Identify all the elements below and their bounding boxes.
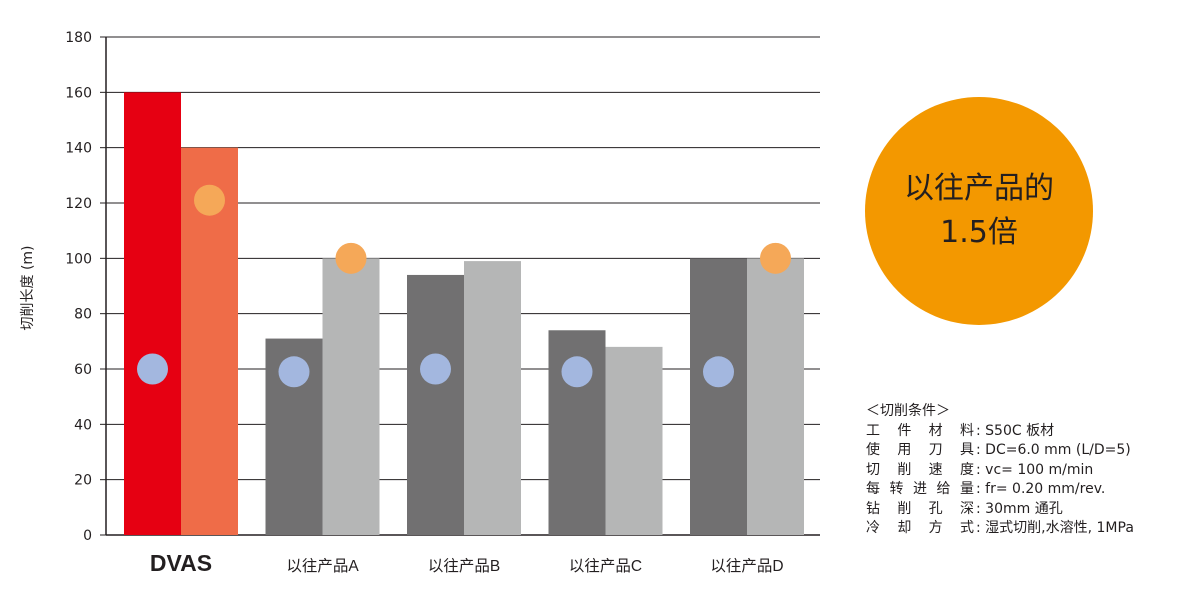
y-tick-label: 0 (83, 528, 92, 544)
y-tick-label: 80 (74, 307, 92, 323)
condition-row: 冷却方式: 湿式切削,水溶性, 1MPa (866, 519, 1134, 539)
condition-row: 每转进给量: fr= 0.20 mm/rev. (866, 480, 1134, 500)
condition-label: 切削速度 (866, 461, 974, 478)
condition-row: 钻削孔深: 30mm 通孔 (866, 500, 1134, 520)
y-tick-label: 40 (74, 417, 92, 433)
bar (747, 258, 804, 535)
marker-dot (137, 353, 168, 385)
condition-row: 使用刀具: DC=6.0 mm (L/D=5) (866, 441, 1134, 461)
bar (322, 258, 380, 535)
y-tick-label: 60 (74, 362, 92, 378)
condition-value: : 30mm 通孔 (976, 500, 1063, 517)
condition-value: : S50C 板材 (976, 422, 1055, 439)
conditions-title: ＜切削条件＞ (866, 403, 950, 419)
y-axis-label: 切削长度 (m) (20, 245, 36, 330)
condition-label: 工件材料 (866, 422, 974, 439)
y-tick-label: 120 (65, 196, 92, 212)
badge-line-2: 1.5倍 (940, 215, 1018, 250)
condition-label: 每转进给量 (866, 481, 974, 497)
condition-label: 冷却方式 (866, 520, 974, 536)
condition-value: : 湿式切削,水溶性, 1MPa (976, 520, 1134, 536)
condition-label: 使用刀具 (866, 442, 974, 458)
bar (464, 261, 521, 535)
condition-row: 切削速度: vc= 100 m/min (866, 461, 1134, 481)
x-category-label: 以往产品B (428, 557, 500, 575)
y-tick-label: 160 (65, 85, 92, 101)
marker-dot (760, 242, 791, 274)
condition-row: 工件材料: S50C 板材 (866, 422, 1134, 442)
bar (690, 258, 747, 535)
marker-dot (278, 356, 310, 388)
marker-dot (561, 356, 593, 388)
x-category-label: 以往产品C (569, 557, 642, 575)
badge-line-1: 以往产品的 (904, 171, 1054, 206)
bar (605, 346, 663, 535)
condition-label: 钻削孔深 (866, 500, 974, 517)
x-category-label: DVAS (150, 550, 212, 576)
y-tick-label: 140 (65, 141, 92, 157)
bar (407, 274, 464, 535)
marker-dot (420, 353, 451, 385)
comparison-badge: 以往产品的 1.5倍 (865, 97, 1093, 325)
x-category-label: 以往产品A (286, 557, 359, 575)
y-tick-label: 180 (65, 30, 92, 46)
y-tick-label: 100 (65, 251, 92, 267)
cutting-conditions: ＜切削条件＞ 工件材料: S50C 板材使用刀具: DC=6.0 mm (L/D… (866, 402, 1134, 539)
marker-dot (335, 242, 367, 274)
bar (124, 92, 181, 535)
condition-value: : vc= 100 m/min (976, 461, 1094, 478)
y-tick-label: 20 (74, 473, 92, 489)
x-category-label: 以往产品D (710, 557, 783, 575)
bar-chart: 0 20 40 60 80 100 120 140 160 180 切削长度 (m) DVAS 以往产品… (20, 30, 820, 576)
marker-dot (194, 184, 225, 216)
conditions-rows: 工件材料: S50C 板材使用刀具: DC=6.0 mm (L/D=5) 切削速度… (866, 422, 1134, 539)
marker-dot (703, 356, 734, 388)
condition-value: : DC=6.0 mm (L/D=5) (976, 442, 1131, 458)
condition-value: : fr= 0.20 mm/rev. (976, 481, 1106, 497)
